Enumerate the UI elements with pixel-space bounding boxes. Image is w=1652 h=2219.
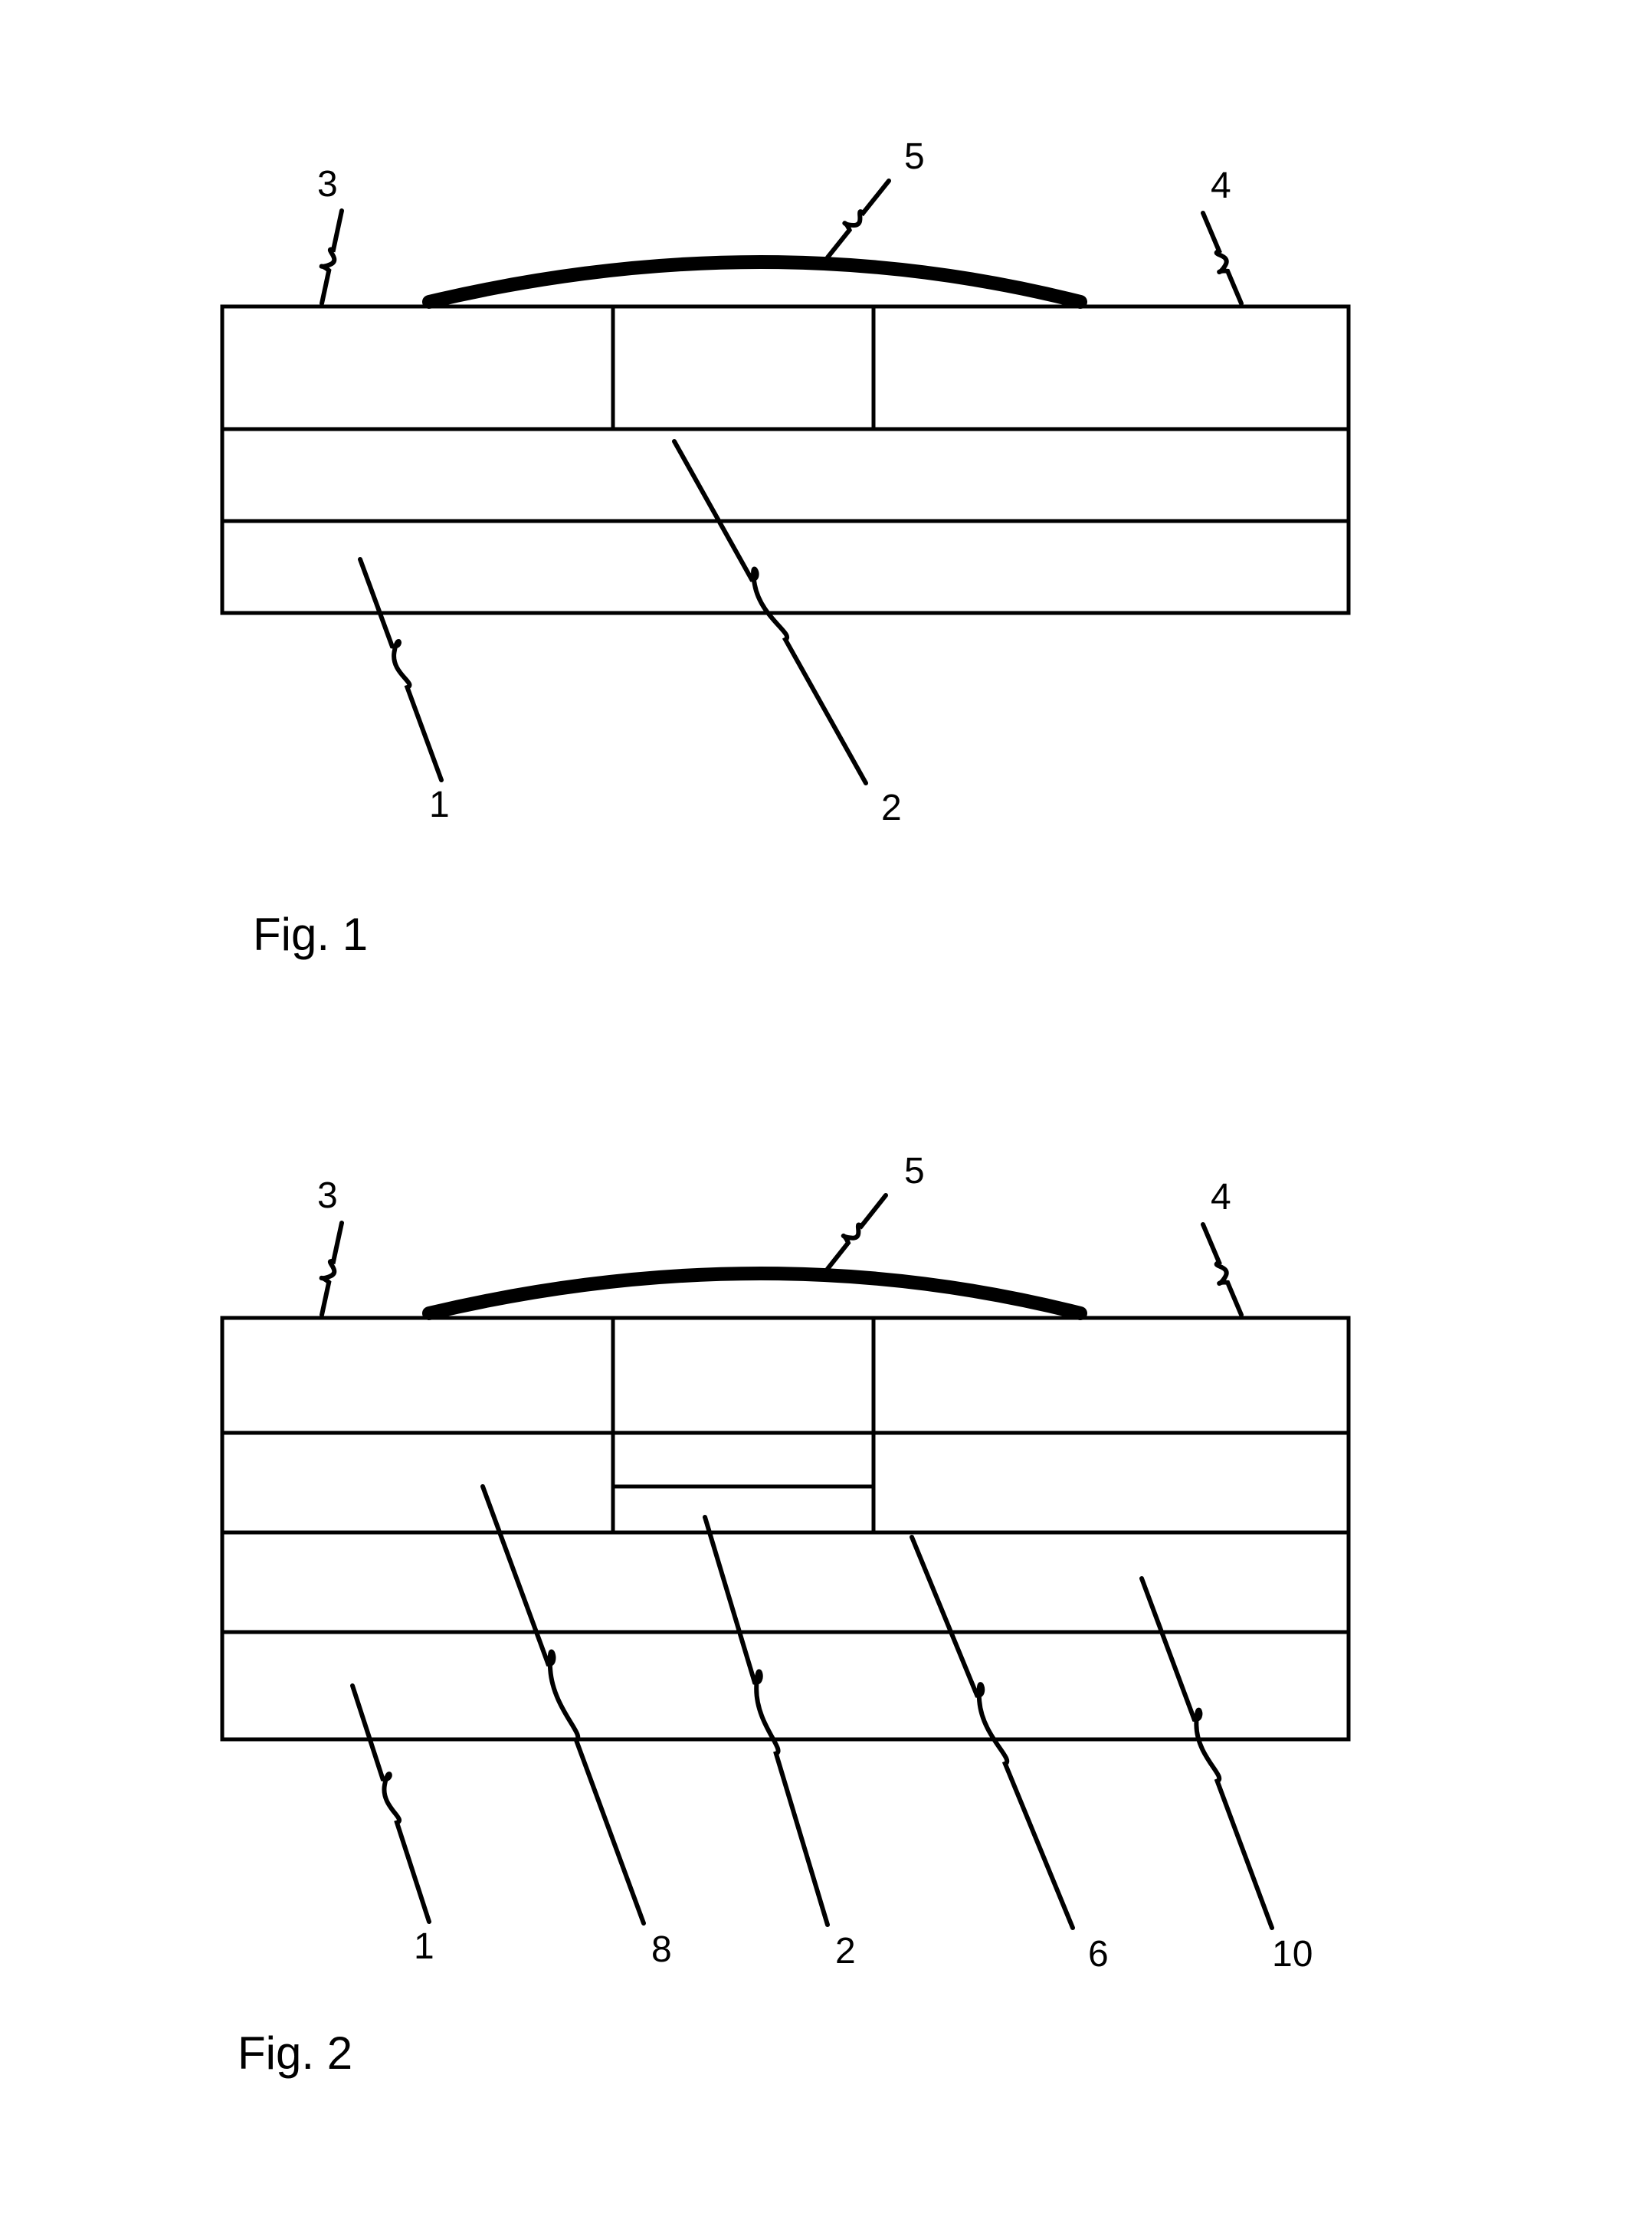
label-2: 2 — [881, 788, 902, 828]
label-5: 5 — [904, 136, 925, 177]
figure-caption-2: Fig. 2 — [238, 2027, 352, 2079]
label-1: 1 — [429, 785, 450, 825]
label-10: 10 — [1272, 1934, 1313, 1975]
label-3: 3 — [317, 1175, 338, 1216]
leader-line — [352, 1686, 429, 1922]
leader-line — [828, 1195, 886, 1269]
bridge-curve — [429, 262, 1080, 302]
bridge-curve — [429, 1273, 1080, 1313]
label-3: 3 — [317, 164, 338, 205]
label-2: 2 — [835, 1931, 856, 1972]
label-6: 6 — [1088, 1934, 1109, 1975]
leader-line — [483, 1486, 644, 1923]
leader-line — [322, 1223, 342, 1315]
leader-line — [360, 559, 441, 780]
label-1: 1 — [414, 1926, 434, 1967]
figure-caption-1: Fig. 1 — [253, 909, 368, 960]
label-5: 5 — [904, 1151, 925, 1191]
label-8: 8 — [651, 1929, 672, 1970]
leader-line — [1203, 213, 1241, 303]
leader-line — [322, 211, 342, 303]
leader-line — [1203, 1224, 1241, 1315]
leader-line — [912, 1537, 1073, 1928]
label-4: 4 — [1211, 166, 1231, 206]
leader-line — [705, 1517, 828, 1925]
leader-line — [828, 181, 889, 257]
label-4: 4 — [1211, 1177, 1231, 1218]
